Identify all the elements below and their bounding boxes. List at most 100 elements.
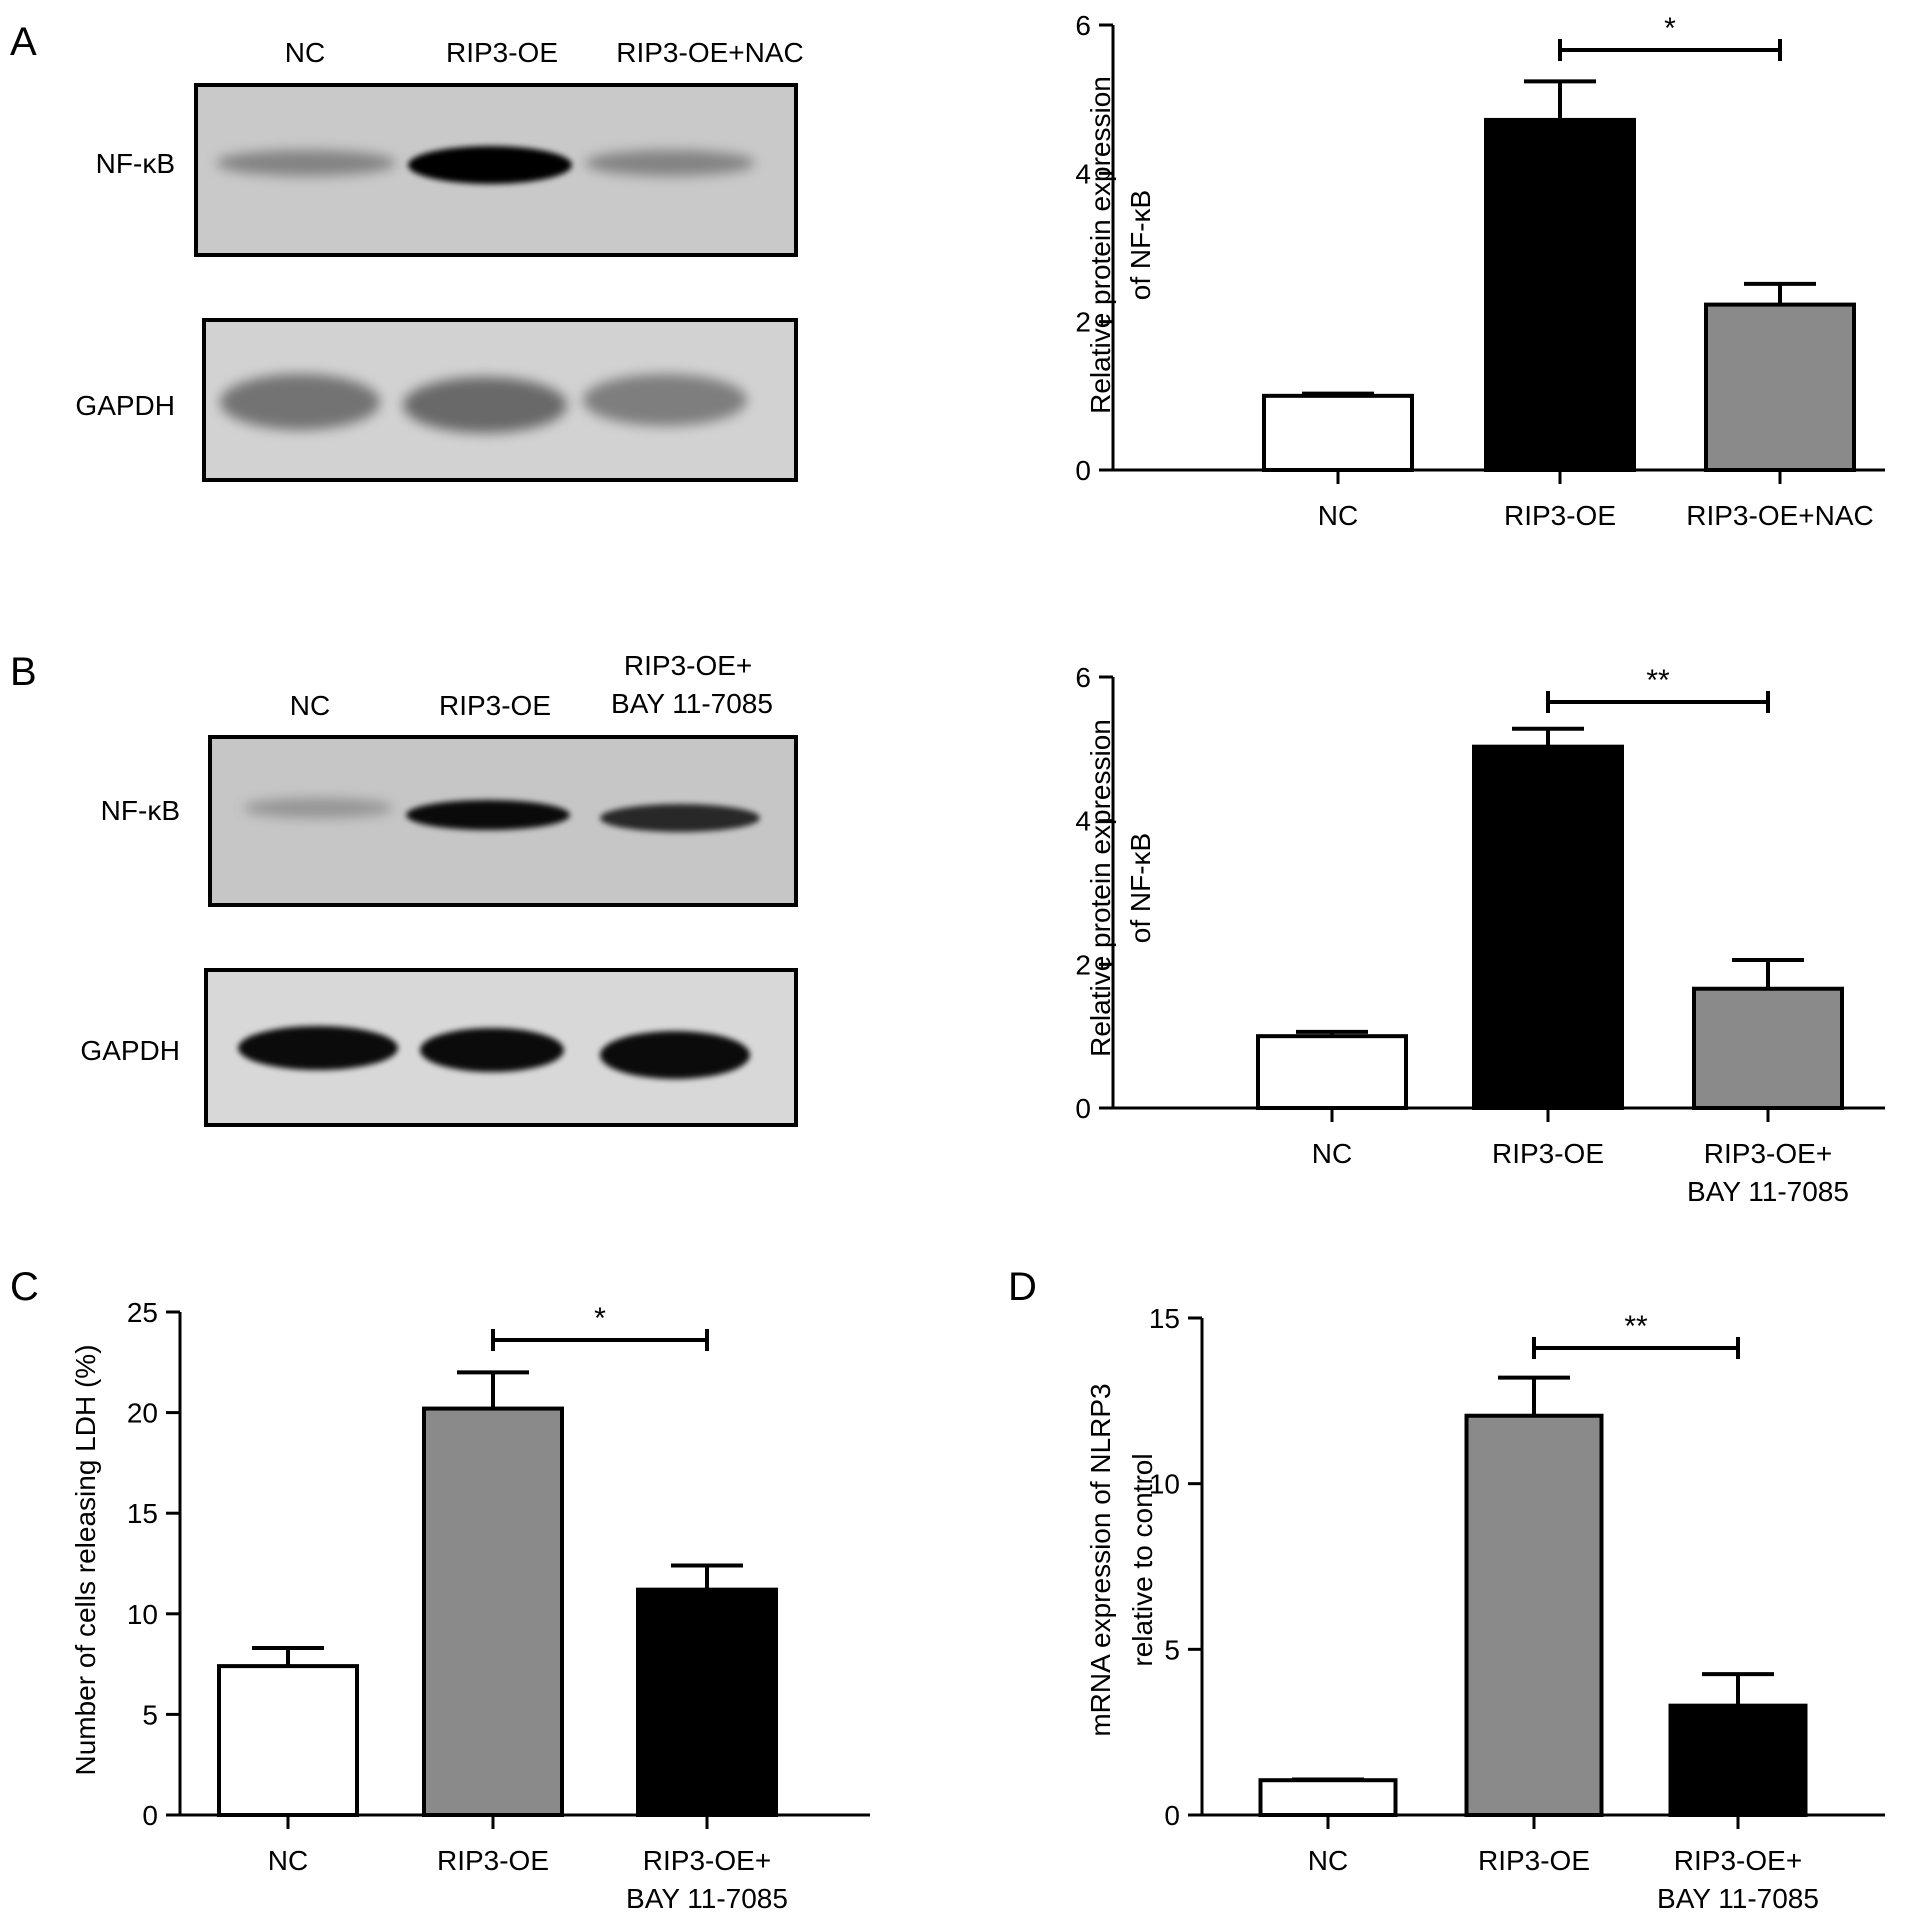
blot-b-band-gapdh-bay [600,1031,750,1079]
chart-b-significance-label-0: ** [1646,664,1670,697]
chart-d-x-tick-label-0: NC [1308,1845,1348,1876]
chart-d-y-tick-label-0: 0 [1164,1800,1180,1831]
blot-a-lane-label-0: NC [285,37,325,68]
chart-d-x-tick-label-1: RIP3-OE [1478,1845,1590,1876]
blot-a-row-label-0: NF-κB [96,148,175,179]
chart-d-bar-0 [1258,1778,1398,1817]
blot-a-bands-nfkb [216,146,755,184]
chart-b-y-tick-label-3: 6 [1075,662,1091,693]
blot-b-row-label-1: GAPDH [80,1035,180,1066]
chart-a-x-tick-label-2-line-0: RIP3-OE+NAC [1686,500,1874,531]
chart-b-x-tick-label-2: RIP3-OE+ BAY 11-7085 [1687,1138,1849,1207]
chart-b-y-axis-label-1: of NF-κB [1125,833,1156,943]
bar-chart-d: 0 5 10 15 mRNA expression of NLRP3 relative t… [1085,1303,1885,1914]
blot-b: NC RIP3-OE RIP3-OE+ BAY 11-7085 NF-κB GA… [80,650,798,1127]
chart-c-x-tick-label-1: RIP3-OE [437,1845,549,1876]
chart-c-bar-2 [636,1587,778,1817]
blot-b-lane-label-0: NC [290,690,330,721]
blot-b-bands-gapdh [238,1026,750,1079]
chart-a-x-tick-label-1-line-0: RIP3-OE [1504,500,1616,531]
chart-d-bar-1 [1464,1413,1604,1817]
blot-a-band-gapdh-nc [220,374,380,430]
chart-a-y-axis-label-1: of NF-κB [1125,190,1156,300]
blot-a: NC RIP3-OE RIP3-OE+NAC NF-κB GAPDH [75,37,804,482]
blot-a-lane-label-1: RIP3-OE [446,37,558,68]
chart-b-x-tick-label-2-line-0: RIP3-OE+ [1704,1138,1832,1169]
chart-c-y-tick-label-3: 15 [127,1498,158,1529]
chart-a-y-tick-label-1: 2 [1075,307,1091,338]
chart-d-x-tick-label-1-line-0: RIP3-OE [1478,1845,1590,1876]
chart-c-y-tick-label-4: 20 [127,1398,158,1429]
chart-c-y-tick-label-2: 10 [127,1599,158,1630]
chart-b-x-tick-label-1: RIP3-OE [1492,1138,1604,1169]
chart-d-y-tick-label-2: 10 [1149,1469,1180,1500]
chart-b-x-tick-label-0: NC [1312,1138,1352,1169]
chart-b-y-axis-label-0: Relative protein expression [1085,719,1116,1057]
blot-b-band-nfkb-rip3oe [406,800,570,830]
chart-a-y-tick-label-0: 0 [1075,455,1091,486]
chart-d-x-tick-label-2-line-0: RIP3-OE+ [1674,1845,1802,1876]
chart-b-x-tick-label-2-line-1: BAY 11-7085 [1687,1176,1849,1207]
panel-label-d: D [1008,1265,1037,1309]
blot-a-band-gapdh-nac [583,374,747,426]
chart-a-x-tick-label-0-line-0: NC [1318,500,1358,531]
blot-b-lane-label-2-line2: BAY 11-7085 [611,688,773,719]
chart-a-y-axis-label-0: Relative protein expression [1085,76,1116,414]
chart-a-x-tick-label-2: RIP3-OE+NAC [1686,500,1874,531]
chart-b-y-tick-label-2: 4 [1075,806,1091,837]
blot-a-lane-label-2: RIP3-OE+NAC [616,37,804,68]
chart-c-y-tick-label-5: 25 [127,1297,158,1328]
bar-chart-b: 0 2 4 6 Relative protein expression of NF-κB N… [1075,662,1885,1207]
chart-c-y-axis-label-0: Number of cells releasing LDH (%) [70,1344,101,1775]
chart-d-y-axis-label-1: relative to control [1127,1453,1158,1666]
chart-c-x-tick-label-1-line-0: RIP3-OE [437,1845,549,1876]
chart-c-y-tick-label-1: 5 [142,1699,158,1730]
bar-chart-c: 0 5 10 15 20 25 Number of cells releasing LDH … [70,1297,870,1914]
blot-b-bands-nfkb [243,798,760,832]
chart-c-x-tick-label-0: NC [268,1845,308,1876]
chart-b-bar-1 [1472,744,1624,1110]
blot-b-band-nfkb-nc [243,798,393,818]
chart-d-x-tick-label-0-line-0: NC [1308,1845,1348,1876]
chart-c-x-tick-label-2: RIP3-OE+ BAY 11-7085 [626,1845,788,1914]
chart-c-x-tick-label-0-line-0: NC [268,1845,308,1876]
blot-a-bands-gapdh [220,374,747,433]
blot-b-lane-label-2-line1: RIP3-OE+ [624,650,752,681]
chart-b-bar-0 [1256,1034,1408,1110]
chart-d-y-tick-label-3: 15 [1149,1303,1180,1334]
blot-b-lane-label-2: RIP3-OE+ BAY 11-7085 [611,650,773,719]
chart-d-significance-label-0: ** [1624,1310,1648,1343]
chart-a-bar-1 [1484,117,1636,473]
blot-a-band-gapdh-rip3oe [403,377,567,433]
panel-label-a: A [10,20,37,64]
chart-c-y-tick-label-0: 0 [142,1800,158,1831]
chart-c-significance-label-0: * [594,1302,606,1335]
chart-a-y-tick-label-2: 4 [1075,158,1091,189]
chart-b-y-tick-label-0: 0 [1075,1093,1091,1124]
blot-a-band-nfkb-nac [585,150,755,176]
blot-b-band-nfkb-bay [600,804,760,832]
bar-chart-a: 0 2 4 6 Relative protein expression of NF-κB N… [1075,10,1885,531]
chart-d-y-axis-label-0: mRNA expression of NLRP3 [1085,1383,1116,1736]
blot-b-band-gapdh-rip3oe [420,1028,564,1072]
blot-a-band-nfkb-rip3oe [408,146,572,184]
chart-b-x-tick-label-0-line-0: NC [1312,1138,1352,1169]
chart-b-bar-2 [1692,986,1844,1110]
blot-a-row-label-1: GAPDH [75,390,175,421]
blot-b-lane-label-1: RIP3-OE [439,690,551,721]
chart-b-x-tick-label-1-line-0: RIP3-OE [1492,1138,1604,1169]
chart-a-significance-label-0: * [1664,12,1676,45]
chart-c-bar-1 [422,1406,564,1818]
chart-d-y-tick-label-1: 5 [1164,1634,1180,1665]
chart-c-x-tick-label-2-line-0: RIP3-OE+ [643,1845,771,1876]
blot-a-band-nfkb-nc [216,150,396,176]
chart-a-x-tick-label-1: RIP3-OE [1504,500,1616,531]
panel-label-b: B [10,650,37,694]
chart-b-y-tick-label-1: 2 [1075,949,1091,980]
chart-a-x-tick-label-0: NC [1318,500,1358,531]
chart-d-bar-2 [1668,1703,1808,1818]
chart-c-bar-0 [217,1664,359,1818]
chart-a-bar-0 [1262,393,1414,473]
chart-a-bar-2 [1704,302,1856,472]
